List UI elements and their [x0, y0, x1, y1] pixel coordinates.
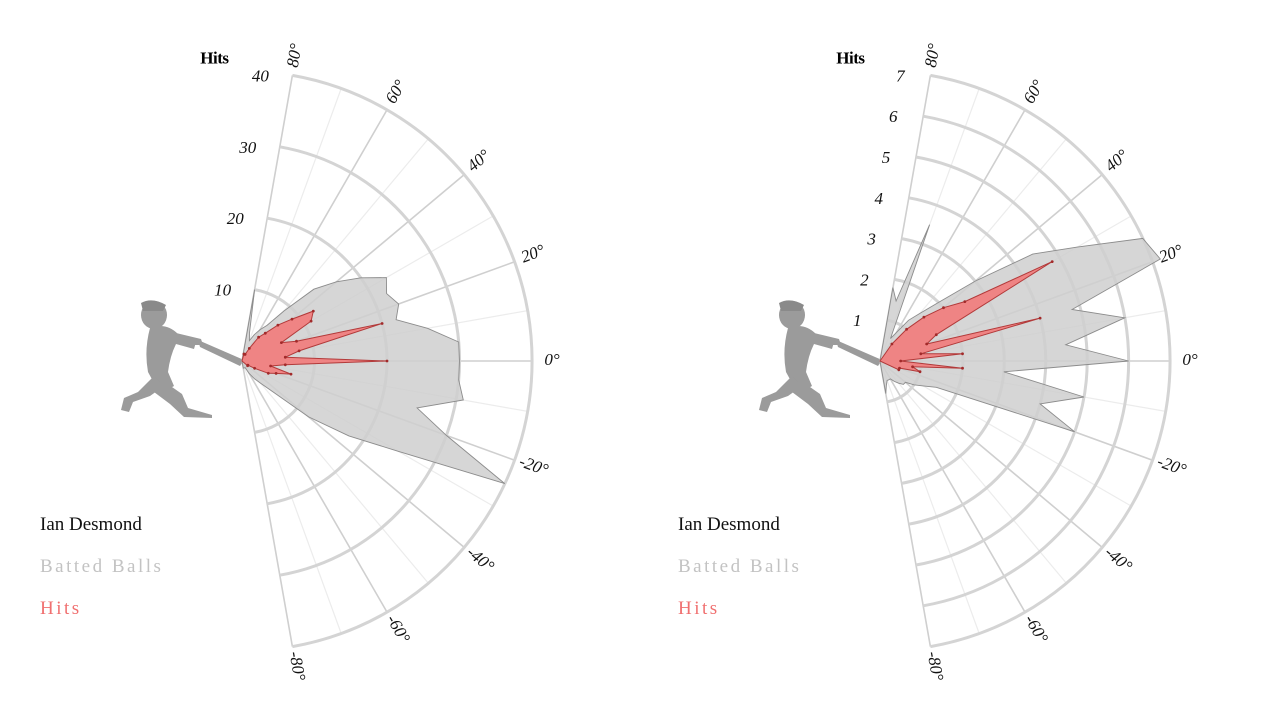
hits-point: [283, 363, 287, 367]
hits-point: [1038, 316, 1042, 320]
radius-tick-label: 6: [889, 107, 898, 126]
angle-tick-label: 40°: [463, 145, 494, 175]
radius-labels: 1 2 3 4 5 6 7: [853, 66, 906, 330]
legend-left: Ian Desmond Batted Balls Hits: [40, 514, 163, 620]
legend-player-name: Ian Desmond: [678, 514, 780, 535]
ring-40: [292, 73, 534, 649]
hits-point: [385, 359, 389, 363]
radius-tick-label: 4: [875, 189, 884, 208]
hits-point: [274, 372, 278, 375]
hits-point: [1050, 260, 1054, 263]
hits-point: [899, 359, 903, 363]
hits-point: [897, 368, 901, 372]
hits-point: [290, 317, 294, 321]
angle-tick-label: 40°: [1101, 145, 1132, 175]
hits-point: [269, 364, 272, 368]
radius-tick-label: 30: [238, 138, 257, 157]
hits-point: [925, 342, 929, 346]
hits-point: [295, 339, 298, 343]
angle-tick-label: 0°: [1182, 350, 1198, 369]
legend-hits: Hits: [678, 598, 720, 619]
angle-tick-label: -60°: [1021, 611, 1052, 646]
minor-spoke: [879, 360, 1067, 584]
legend-batted-balls: Batted Balls: [678, 556, 802, 577]
hits-point: [934, 333, 938, 337]
hits-point: [922, 315, 926, 319]
hits-point: [247, 347, 251, 350]
angle-tick-label: -20°: [1155, 452, 1189, 480]
angle-tick-label: -40°: [463, 542, 498, 576]
hits-point: [963, 300, 967, 303]
legend-hits: Hits: [40, 598, 82, 619]
radial-chart-right: -80° -60° -40° -20° 0° 20° 40° 60° 80° 1 2 3 4 5 6 7 Hit…: [759, 42, 1198, 683]
angle-tick-label: -60°: [383, 611, 414, 646]
legend-player-name: Ian Desmond: [40, 514, 142, 535]
angle-tick-label: -80°: [923, 650, 947, 683]
hits-point: [253, 366, 256, 370]
angle-tick-label: 60°: [1019, 76, 1047, 106]
angle-tick-label: -20°: [517, 452, 551, 480]
radius-tick-label: 2: [860, 270, 869, 289]
hits-point: [942, 306, 945, 310]
radius-labels: 10 20 30 40: [214, 66, 269, 299]
hits-point: [263, 331, 267, 335]
hits-point: [905, 327, 908, 331]
radius-tick-label: 10: [214, 281, 232, 300]
batted-balls-area: [879, 224, 1161, 433]
radius-tick-label: 3: [866, 230, 876, 249]
angle-tick-label: 20°: [1156, 240, 1185, 266]
hits-point: [961, 352, 964, 356]
hits-point: [918, 370, 922, 374]
chart-panel-left: -80° -60° -40° -20° 0° 20° 40° 60° 80° 10 20 30 40 Hi…: [40, 42, 560, 683]
ring-7: [930, 73, 1172, 649]
angle-tick-label: -40°: [1101, 542, 1136, 576]
hits-point: [380, 322, 384, 325]
hits-point: [911, 365, 914, 369]
batter-silhouette-icon: [121, 300, 244, 418]
batter-silhouette-icon: [759, 300, 882, 418]
hits-point: [246, 364, 250, 368]
angle-tick-label: 80°: [921, 42, 944, 69]
legend-batted-balls: Batted Balls: [40, 556, 164, 577]
angle-tick-label: -80°: [285, 650, 309, 683]
radius-axis-title: Hits: [836, 48, 865, 67]
radial-chart-left: -80° -60° -40° -20° 0° 20° 40° 60° 80° 10 20 30 40 Hi…: [121, 42, 560, 683]
hits-point: [961, 366, 964, 370]
hits-point: [243, 353, 247, 356]
radius-tick-label: 1: [853, 311, 862, 330]
hits-point: [297, 349, 301, 353]
hits-point: [266, 371, 270, 375]
angle-tick-label: 60°: [381, 76, 409, 106]
hits-point: [276, 323, 280, 327]
angle-tick-label: 20°: [518, 240, 547, 266]
hits-point: [280, 341, 283, 344]
radius-tick-label: 40: [252, 66, 270, 85]
spoke--40: [879, 360, 1103, 549]
chart-panel-right: -80° -60° -40° -20° 0° 20° 40° 60° 80° 1 2 3 4 5 6 7 Hit…: [638, 0, 1278, 720]
angle-tick-label: 80°: [283, 42, 306, 69]
radius-axis-title: Hits: [200, 48, 229, 67]
spoke--80: [879, 360, 932, 647]
minor-spoke: [879, 360, 980, 634]
hits-point: [257, 335, 260, 339]
hits-point: [890, 342, 894, 346]
radius-tick-label: 20: [227, 209, 245, 228]
hits-point: [311, 309, 315, 313]
spoke--60: [879, 360, 1026, 613]
hits-point: [919, 352, 923, 356]
hits-point: [283, 355, 287, 359]
radius-tick-label: 7: [896, 66, 906, 85]
spoke-60: [879, 109, 1026, 362]
radius-tick-label: 5: [882, 148, 891, 167]
legend-right: Ian Desmond Batted Balls Hits: [678, 514, 801, 620]
hits-point: [289, 372, 293, 376]
hits-point: [309, 319, 313, 323]
batted-balls-area: [241, 277, 506, 485]
angle-tick-label: 0°: [544, 350, 560, 369]
